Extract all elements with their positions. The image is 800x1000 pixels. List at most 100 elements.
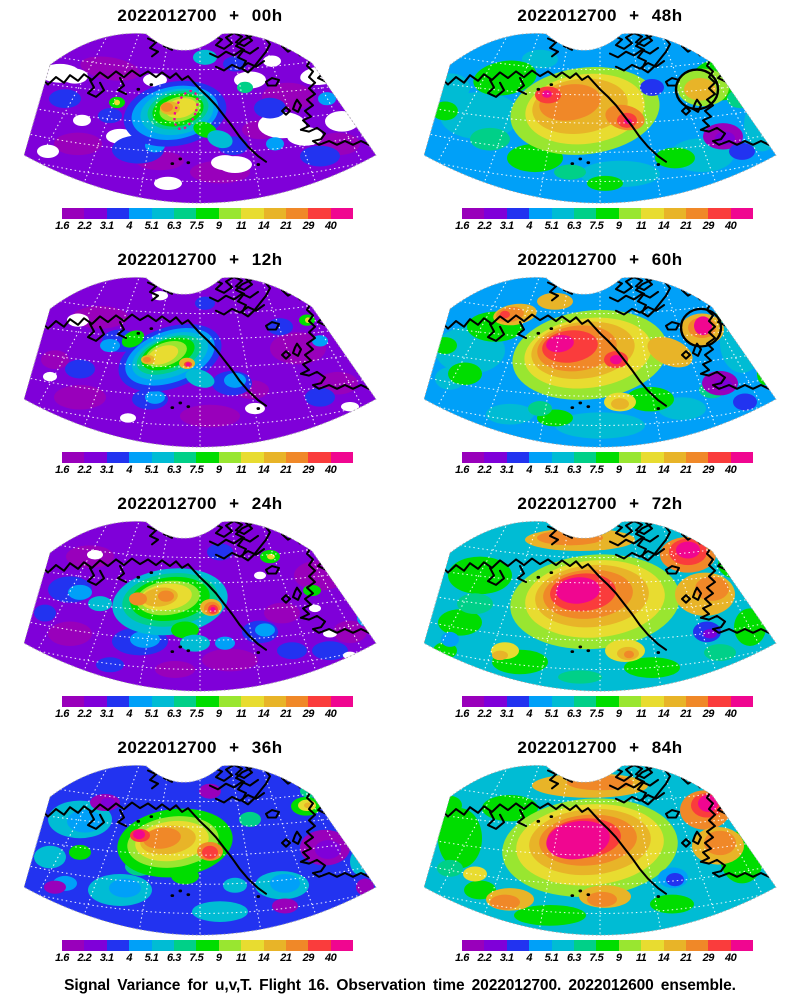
graticule-parallel bbox=[424, 890, 776, 914]
coastline-path bbox=[608, 290, 660, 303]
coastline-path bbox=[24, 116, 33, 124]
graticule-meridian bbox=[689, 33, 776, 204]
colorbar-segment bbox=[330, 452, 354, 463]
graticule-meridian bbox=[24, 521, 111, 692]
colorbar-segment bbox=[596, 696, 619, 707]
colorbar-tick-label: 6.3 bbox=[567, 220, 581, 232]
graticule-parallel bbox=[424, 837, 776, 856]
graticule-meridian bbox=[289, 277, 376, 448]
panel-title: 2022012700 + 48h bbox=[517, 6, 683, 25]
panel-36h: 2022012700 + 36h 1.6 2.2 3.1 4 5.1 6.3 7.5 9 11 1… bbox=[0, 732, 400, 976]
variance-blob bbox=[325, 110, 359, 132]
variance-blob bbox=[756, 81, 774, 97]
colorbar-tick-label: 4 bbox=[126, 464, 132, 476]
variance-blob bbox=[130, 630, 160, 648]
coastline-path bbox=[86, 810, 106, 830]
colorbar-segment bbox=[730, 940, 754, 951]
coastline-path bbox=[424, 604, 433, 612]
variance-blob bbox=[727, 89, 753, 109]
map-boundary bbox=[423, 764, 777, 936]
coastline-path bbox=[634, 765, 672, 806]
variance-blob bbox=[542, 90, 552, 98]
variance-blob bbox=[558, 670, 602, 684]
graticule-meridian bbox=[259, 521, 325, 692]
coastline-path bbox=[424, 343, 434, 355]
coastline-path bbox=[664, 321, 681, 331]
colorbar-tick-label: 5.1 bbox=[144, 220, 159, 232]
colorbar-tick-label: 5.1 bbox=[544, 708, 559, 720]
colorbar-segment bbox=[241, 208, 264, 219]
coastline-path bbox=[486, 78, 506, 98]
variance-blob bbox=[492, 650, 508, 661]
colorbar-segment bbox=[573, 452, 597, 463]
colorbar-tick-label: 29 bbox=[702, 952, 715, 964]
coastline-path bbox=[280, 838, 292, 848]
colorbar-segment bbox=[218, 696, 242, 707]
variance-blob bbox=[171, 621, 199, 639]
variance-blob bbox=[756, 591, 774, 616]
panel-84h: 2022012700 + 84h 1.6 2.2 3.1 4 5.1 6.3 7.5 9 11 1… bbox=[400, 732, 800, 976]
colorbar-segment bbox=[641, 208, 664, 219]
coastline-path bbox=[424, 360, 433, 368]
variance-blob bbox=[224, 372, 246, 388]
variance-blob bbox=[305, 387, 335, 407]
graticule-parallel bbox=[424, 105, 776, 124]
graticule-meridian bbox=[475, 521, 541, 692]
graticule-meridian bbox=[689, 277, 776, 448]
variance-blob bbox=[215, 636, 235, 650]
colorbar-tick-label: 7.5 bbox=[589, 952, 604, 964]
variance-blob bbox=[464, 880, 496, 900]
graticule-meridian bbox=[289, 33, 376, 204]
variance-blob bbox=[733, 393, 757, 411]
coastline-path bbox=[24, 557, 268, 651]
coastline-path bbox=[691, 830, 703, 845]
coastline-path bbox=[234, 277, 272, 318]
colorbar-tick-label: 2.2 bbox=[77, 708, 92, 720]
coastline-path bbox=[299, 614, 376, 634]
colorbar-segment bbox=[308, 696, 331, 707]
coastline-path bbox=[604, 765, 656, 782]
graticule-meridian bbox=[259, 33, 325, 204]
colorbar-segment bbox=[529, 208, 552, 219]
graticule-meridian bbox=[475, 277, 541, 448]
coastline-path bbox=[664, 809, 681, 819]
colorbar-segment bbox=[129, 940, 152, 951]
colorbar-segment bbox=[62, 940, 85, 951]
colorbar-segment bbox=[663, 696, 686, 707]
graticule-meridian bbox=[75, 521, 141, 692]
colorbar-segment bbox=[84, 940, 107, 951]
coastline-path bbox=[516, 321, 528, 340]
graticule-parallel bbox=[24, 646, 376, 670]
graticule-meridian bbox=[689, 521, 776, 692]
graticule-parallel bbox=[24, 837, 376, 856]
graticule-meridian bbox=[259, 765, 325, 936]
colorbar-tick-label: 11 bbox=[235, 708, 247, 720]
variance-blob bbox=[357, 609, 373, 627]
colorbar-tick-label: 21 bbox=[280, 464, 292, 476]
colorbar-segment bbox=[263, 696, 286, 707]
coastline-path bbox=[699, 325, 717, 375]
variance-blob bbox=[750, 97, 770, 125]
colorbar-segment bbox=[708, 940, 731, 951]
graticule-parallel bbox=[424, 158, 776, 182]
colorbar-segment bbox=[685, 452, 709, 463]
colorbar-tick-label: 7.5 bbox=[189, 952, 204, 964]
colorbar-segment bbox=[218, 208, 242, 219]
colorbar-tick-label: 21 bbox=[680, 708, 692, 720]
coastline-path bbox=[234, 33, 272, 74]
variance-field-layer bbox=[41, 290, 360, 428]
variance-blob bbox=[624, 657, 680, 678]
coastline-path bbox=[680, 594, 692, 604]
coastline-path bbox=[116, 77, 128, 96]
colorbar-tick-label: 1.6 bbox=[455, 708, 469, 720]
coastline-path bbox=[291, 98, 303, 113]
variance-blob bbox=[640, 78, 664, 96]
colorbar-tick-label: 29 bbox=[702, 708, 715, 720]
colorbar-tick-label: 29 bbox=[302, 220, 315, 232]
colorbar-segment bbox=[308, 452, 331, 463]
colorbar-segment bbox=[84, 208, 107, 219]
variance-blob bbox=[129, 592, 147, 606]
colorbar-tick-label: 40 bbox=[724, 220, 737, 232]
coastline-path bbox=[299, 81, 317, 131]
coastline-path bbox=[699, 614, 776, 634]
